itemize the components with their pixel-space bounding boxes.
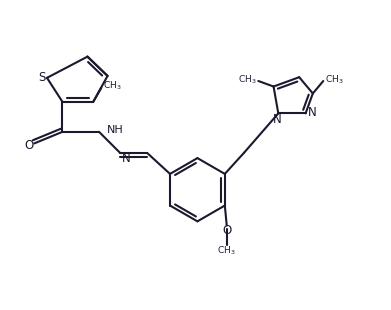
- Text: O: O: [25, 139, 34, 152]
- Text: CH$_3$: CH$_3$: [103, 80, 122, 92]
- Text: CH$_3$: CH$_3$: [325, 73, 343, 86]
- Text: N: N: [273, 113, 282, 126]
- Text: CH$_3$: CH$_3$: [238, 73, 257, 86]
- Text: NH: NH: [107, 125, 124, 135]
- Text: S: S: [38, 71, 45, 84]
- Text: N: N: [308, 106, 316, 119]
- Text: CH$_3$: CH$_3$: [217, 244, 236, 257]
- Text: O: O: [222, 224, 231, 237]
- Text: N: N: [122, 152, 131, 165]
